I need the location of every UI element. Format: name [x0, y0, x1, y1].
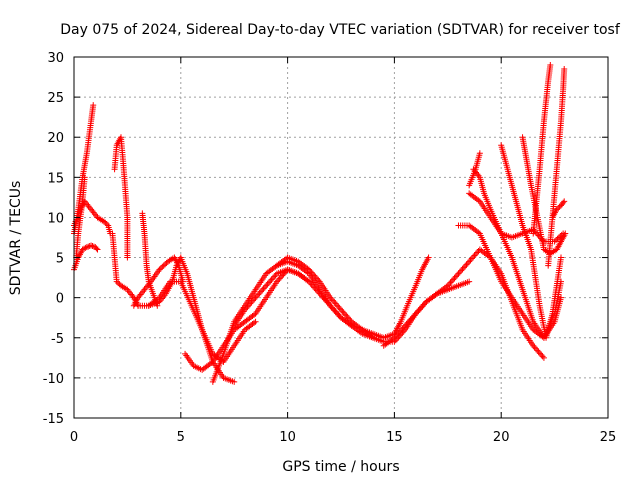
data-point — [124, 254, 131, 261]
data-point — [100, 218, 107, 225]
x-tick-label: 15 — [386, 430, 403, 445]
data-point — [231, 378, 238, 385]
data-point — [85, 243, 92, 250]
data-point — [94, 246, 101, 253]
y-tick-label: 5 — [56, 252, 64, 267]
series-track-22 — [519, 134, 569, 257]
data-point — [159, 263, 166, 270]
data-point — [558, 294, 565, 301]
series-track-6 — [109, 230, 142, 309]
series-track-5 — [111, 134, 131, 261]
y-tick-label: -15 — [43, 412, 64, 427]
data-point — [88, 242, 95, 249]
x-tick-label: 10 — [279, 430, 296, 445]
data-point — [558, 254, 565, 261]
data-point — [89, 243, 96, 250]
data-point — [425, 254, 432, 261]
data-point — [252, 318, 259, 325]
data-point — [555, 205, 562, 212]
data-point — [93, 245, 100, 252]
data-point — [547, 62, 554, 69]
data-point — [561, 198, 568, 205]
series-track-15 — [359, 254, 432, 341]
series-track-13 — [231, 266, 377, 341]
x-tick-label: 0 — [70, 430, 78, 445]
data-point — [540, 354, 547, 361]
data-point — [160, 262, 167, 269]
data-point — [553, 237, 560, 244]
data-point — [560, 199, 567, 206]
series-track-10 — [145, 278, 259, 365]
chart-title: Day 075 of 2024, Sidereal Day-to-day VTE… — [60, 22, 621, 38]
data-point — [554, 235, 561, 242]
data-point — [83, 244, 90, 251]
series-track-23 — [530, 62, 554, 237]
data-point — [163, 259, 170, 266]
data-point — [113, 278, 120, 285]
axes: 0 5 10 15 20 25 -15 -10 -5 0 5 10 15 20 25 30 — [43, 51, 617, 445]
y-tick-label: -5 — [51, 332, 64, 347]
series-track-21 — [498, 142, 565, 341]
data-point — [561, 66, 568, 73]
y-tick-label: 15 — [47, 171, 64, 186]
x-tick-label: 5 — [177, 430, 185, 445]
x-tick-label: 20 — [493, 430, 510, 445]
data-point — [103, 221, 110, 228]
data-point — [90, 102, 97, 109]
y-tick-label: -10 — [43, 372, 64, 387]
y-axis-label: SDTVAR / TECUs — [8, 181, 24, 296]
y-tick-label: 10 — [47, 211, 64, 226]
data-point — [162, 261, 169, 268]
series-track-24 — [545, 66, 568, 269]
data-point — [157, 265, 164, 272]
data-point — [476, 150, 483, 157]
data-points — [71, 62, 569, 385]
series-track-19 — [466, 150, 483, 189]
data-point — [553, 206, 560, 213]
series-track-25 — [549, 198, 568, 221]
x-tick-label: 25 — [600, 430, 617, 445]
series-track-4 — [73, 174, 88, 261]
y-tick-label: 0 — [56, 292, 64, 307]
data-point — [156, 266, 163, 273]
data-point — [116, 281, 123, 288]
x-axis-label: GPS time / hours — [282, 459, 399, 475]
y-tick-label: 25 — [47, 91, 64, 106]
data-point — [562, 230, 569, 237]
data-point — [81, 174, 88, 181]
data-point — [82, 244, 89, 251]
data-point — [102, 219, 109, 226]
data-point — [466, 278, 473, 285]
series-track-7 — [139, 210, 161, 309]
y-tick-label: 30 — [47, 51, 64, 66]
plot-frame — [73, 56, 609, 419]
data-point — [115, 279, 122, 286]
y-tick-label: 20 — [47, 131, 64, 146]
